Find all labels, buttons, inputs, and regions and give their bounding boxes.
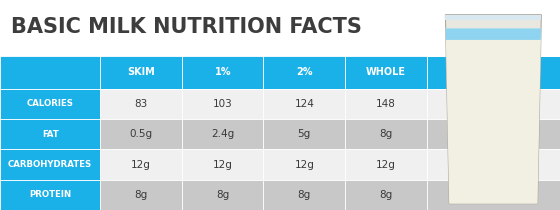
Text: 2%: 2% (296, 67, 312, 77)
Bar (182, 56, 264, 89)
Text: 12g: 12g (295, 160, 314, 169)
Bar (100, 119, 182, 150)
Text: BASIC MILK NUTRITION FACTS: BASIC MILK NUTRITION FACTS (11, 17, 362, 37)
Text: 1%: 1% (214, 67, 231, 77)
Bar (445, 15, 542, 20)
Text: 103: 103 (213, 99, 232, 109)
Bar (0, 180, 100, 210)
Text: PROTEIN: PROTEIN (29, 190, 71, 199)
Text: 5g: 5g (298, 129, 311, 139)
Bar (427, 150, 560, 180)
Bar (345, 89, 427, 119)
Text: 148: 148 (376, 99, 396, 109)
Text: 8g: 8g (379, 190, 393, 200)
Bar (182, 89, 264, 119)
Bar (182, 119, 264, 150)
Bar (0, 119, 100, 150)
Bar (345, 180, 427, 210)
Bar (427, 0, 560, 56)
Bar (427, 180, 560, 210)
Polygon shape (445, 15, 542, 204)
Bar (264, 119, 345, 150)
Bar (100, 150, 182, 180)
Bar (0, 56, 100, 89)
Polygon shape (446, 28, 541, 40)
Text: CALORIES: CALORIES (27, 100, 73, 109)
Bar (264, 89, 345, 119)
Bar (100, 180, 182, 210)
Bar (427, 56, 560, 89)
Text: SKIM: SKIM (127, 67, 155, 77)
Text: 124: 124 (295, 99, 314, 109)
Bar (264, 180, 345, 210)
Bar (345, 119, 427, 150)
Text: CARBOHYDRATES: CARBOHYDRATES (8, 160, 92, 169)
Polygon shape (446, 28, 541, 204)
Text: 8g: 8g (134, 190, 148, 200)
Bar (0, 89, 100, 119)
Bar (264, 56, 345, 89)
Bar (427, 119, 560, 150)
Text: 12g: 12g (131, 160, 151, 169)
Text: 8g: 8g (379, 129, 393, 139)
Bar (0, 150, 100, 180)
Text: FAT: FAT (42, 130, 58, 139)
Bar (427, 89, 560, 119)
Text: 2.4g: 2.4g (211, 129, 234, 139)
Text: 0.5g: 0.5g (129, 129, 153, 139)
Bar (100, 89, 182, 119)
Text: WHOLE: WHOLE (366, 67, 406, 77)
Bar (345, 56, 427, 89)
Bar (100, 56, 182, 89)
Text: 8g: 8g (298, 190, 311, 200)
Text: 8g: 8g (216, 190, 229, 200)
Text: 12g: 12g (376, 160, 396, 169)
Text: 83: 83 (134, 99, 148, 109)
Bar (264, 150, 345, 180)
Bar (182, 180, 264, 210)
Text: 12g: 12g (213, 160, 232, 169)
Bar (345, 150, 427, 180)
Bar (182, 150, 264, 180)
